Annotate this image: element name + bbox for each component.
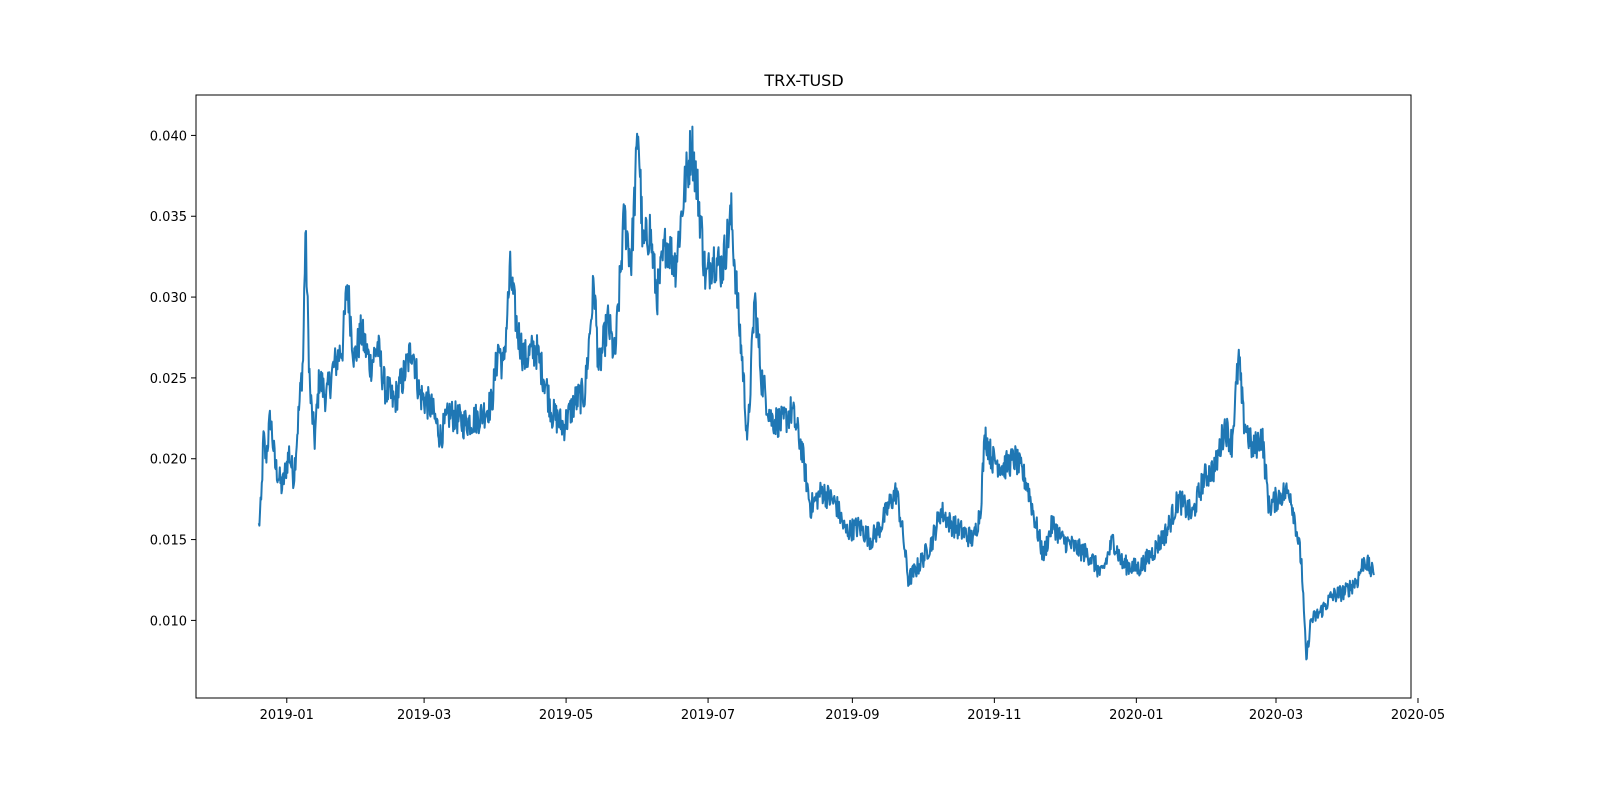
y-tick-label-0: 0.010 (150, 614, 187, 629)
y-tick-label-2: 0.020 (150, 453, 187, 468)
y-tick-label-6: 0.040 (150, 129, 187, 144)
x-tick-label-1: 2019-03 (397, 708, 451, 723)
x-tick-label-7: 2020-03 (1249, 708, 1303, 723)
x-tick-label-2: 2019-05 (539, 708, 593, 723)
y-tick-label-4: 0.030 (150, 291, 187, 306)
x-tick-label-3: 2019-07 (681, 708, 735, 723)
y-tick-label-3: 0.025 (150, 372, 187, 387)
x-axis: 2019-01 2019-03 2019-05 2019-07 2019-09 2019-… (260, 698, 1445, 723)
x-tick-label-8: 2020-05 (1391, 708, 1445, 723)
series-line-0 (257, 125, 1375, 661)
x-tick-label-0: 2019-01 (260, 708, 314, 723)
y-tick-label-5: 0.035 (150, 210, 187, 225)
y-axis: 0.010 0.015 0.020 0.025 0.030 0.035 0.040 (150, 129, 196, 629)
y-tick-label-1: 0.015 (150, 534, 187, 549)
chart-title: TRX-TUSD (763, 71, 843, 90)
x-tick-label-5: 2019-11 (967, 708, 1021, 723)
x-tick-label-4: 2019-09 (825, 708, 879, 723)
plot-frame (195, 94, 1412, 699)
series-layer (257, 125, 1375, 661)
x-tick-label-6: 2020-01 (1109, 708, 1163, 723)
